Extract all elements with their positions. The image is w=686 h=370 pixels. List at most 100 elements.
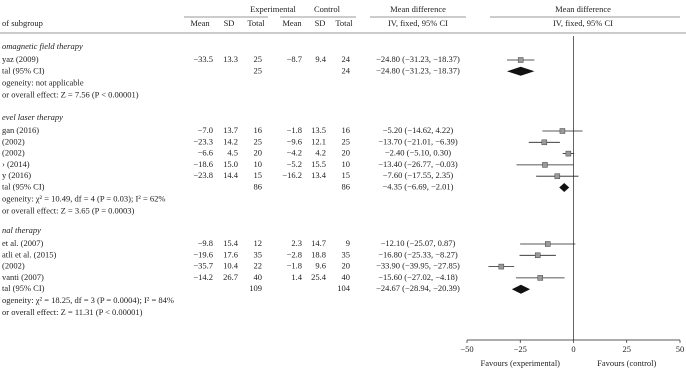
table-cell: 12 [254, 238, 263, 248]
table-cell: 10.4 [223, 261, 239, 271]
study-name: (2002) [2, 261, 25, 271]
table-cell: 20 [254, 148, 263, 158]
estimate-square [537, 275, 544, 281]
overall-effect: or overall effect: Z = 7.56 (P < 0.00001… [2, 89, 139, 99]
table-cell: 15.0 [223, 159, 238, 169]
table-cell: −1.8 [287, 261, 302, 271]
total-diamond [511, 284, 531, 294]
mean-header: Mean [282, 18, 302, 28]
table-cell: 109 [249, 283, 262, 293]
table-cell: −33.5 [193, 54, 213, 64]
x-tick-label: 25 [623, 344, 632, 354]
study-name: yaz (2009) [2, 54, 39, 64]
table-cell: −16.2 [282, 170, 302, 180]
total-label: tal (95% CI) [2, 65, 45, 75]
table-cell: 14.7 [311, 238, 326, 248]
table-cell: 26.7 [223, 272, 238, 282]
x-tick-label: −50 [460, 344, 473, 354]
x-tick-label: 0 [571, 344, 575, 354]
study-name: atli et al. (2015) [2, 249, 56, 259]
table-cell: 4.2 [315, 148, 326, 158]
table-cell: 9 [346, 238, 350, 248]
table-cell: −23.8 [193, 170, 213, 180]
table-cell: 9.6 [315, 261, 326, 271]
overall-effect: or overall effect: Z = 11.31 (P < 0.0000… [2, 307, 143, 317]
study-header: of subgroup [2, 18, 43, 28]
table-cell: −8.7 [287, 54, 302, 64]
md-ci: −24.80 (−31.23, −18.37) [376, 54, 460, 64]
heterogeneity: ogeneity: not applicable [2, 77, 84, 87]
study-name: (2002) [2, 136, 25, 146]
md-header: Mean difference [390, 4, 446, 14]
total-header: Total [335, 18, 353, 28]
table-cell: 25.4 [311, 272, 327, 282]
md-ci: −4.35 (−6.69, −2.01) [382, 181, 453, 191]
table-cell: 14.4 [223, 170, 239, 180]
heterogeneity: ogeneity: χ² = 10.49, df = 4 (P = 0.03);… [2, 193, 165, 203]
md-ci: −2.40 (−5.10, 0.30) [385, 148, 451, 158]
table-cell: 25 [254, 54, 263, 64]
table-cell: 20 [342, 261, 351, 271]
table-cell: −9.6 [287, 136, 302, 146]
table-cell: −4.2 [287, 148, 302, 158]
study-name: (2002) [2, 148, 25, 158]
table-cell: 14.2 [223, 136, 238, 146]
md-ci: −24.80 (−31.23, −18.37) [376, 65, 460, 75]
md-ci: −13.70 (−21.01, −6.39) [378, 136, 458, 146]
table-cell: −18.6 [193, 159, 213, 169]
table-cell: 16 [342, 125, 351, 135]
subgroup-title: omagnetic field therapy [2, 41, 83, 51]
table-cell: 15.5 [311, 159, 326, 169]
table-cell: 20 [342, 148, 351, 158]
md-ci: −33.90 (−39.95, −27.85) [376, 261, 460, 271]
table-cell: 24 [342, 65, 351, 75]
table-cell: −6.6 [198, 148, 213, 158]
md-ci: −16.80 (−25.33, −8.27) [378, 249, 458, 259]
estimate-square [542, 162, 548, 168]
plot-subheader: IV, fixed, 95% CI [553, 18, 613, 28]
table-cell: 15 [254, 170, 263, 180]
table-cell: 12.1 [311, 136, 326, 146]
estimate-square [544, 241, 551, 247]
table-cell: 104 [337, 283, 351, 293]
table-cell: −7.0 [198, 125, 213, 135]
md-ci: −24.67 (−28.94, −20.39) [376, 283, 460, 293]
estimate-square [517, 57, 524, 63]
table-cell: 13.4 [311, 170, 327, 180]
estimate-square [554, 173, 561, 179]
table-cell: −1.8 [287, 125, 302, 135]
table-cell: 1.4 [291, 272, 302, 282]
table-cell: 22 [254, 261, 263, 271]
x-tick-label: −25 [514, 344, 527, 354]
table-cell: 35 [254, 249, 263, 259]
total-diamond [559, 183, 570, 192]
table-cell: −5.2 [287, 159, 302, 169]
md-ci: −12.10 (−25.07, 0.87) [381, 238, 456, 248]
table-cell: 13.3 [223, 54, 238, 64]
subgroup-title: nal therapy [2, 225, 41, 235]
subgroup-title: evel laser therapy [2, 112, 63, 122]
total-label: tal (95% CI) [2, 181, 45, 191]
study-name: › (2014) [2, 159, 30, 169]
table-cell: 15.4 [223, 238, 239, 248]
control-header: Control [314, 4, 341, 14]
md-ci: −5.20 (−14.62, 4.22) [383, 125, 454, 135]
table-cell: 15 [342, 170, 351, 180]
md-ci: −13.40 (−26.77, −0.03) [378, 159, 458, 169]
table-cell: 4.5 [227, 148, 238, 158]
table-cell: 10 [342, 159, 351, 169]
table-cell: 18.8 [311, 249, 326, 259]
table-cell: −35.7 [193, 261, 213, 271]
table-cell: 40 [254, 272, 263, 282]
total-diamond [506, 66, 535, 76]
study-name: et al. (2007) [2, 238, 43, 248]
md-ci: −7.60 (−17.55, 2.35) [383, 170, 454, 180]
total-label: tal (95% CI) [2, 283, 45, 293]
table-cell: −19.6 [193, 249, 213, 259]
heterogeneity: ogeneity: χ² = 18.25, df = 3 (P = 0.0004… [2, 295, 174, 305]
x-tick-label: 50 [676, 344, 685, 354]
table-cell: 17.6 [223, 249, 238, 259]
estimate-square [534, 252, 541, 259]
table-cell: 25 [254, 136, 263, 146]
estimate-square [541, 139, 548, 146]
